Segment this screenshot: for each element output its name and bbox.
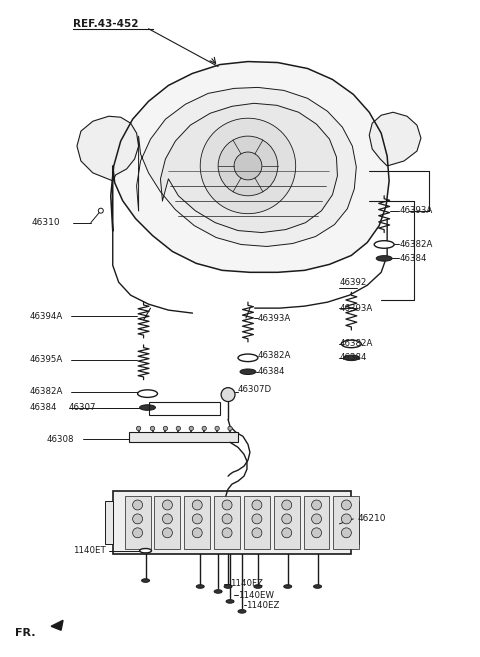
Ellipse shape: [214, 590, 222, 593]
Text: 1140FZ: 1140FZ: [230, 579, 263, 588]
Circle shape: [234, 152, 262, 180]
Text: 46394A: 46394A: [29, 311, 62, 321]
Ellipse shape: [138, 390, 157, 397]
Circle shape: [282, 500, 292, 510]
Polygon shape: [369, 112, 421, 166]
Circle shape: [341, 514, 351, 524]
Bar: [334, 496, 360, 549]
Circle shape: [192, 514, 202, 524]
Bar: [148, 401, 220, 415]
Text: 46382A: 46382A: [399, 240, 432, 249]
Bar: [129, 432, 238, 442]
Circle shape: [282, 514, 292, 524]
Bar: [125, 496, 151, 549]
Ellipse shape: [140, 549, 152, 553]
Circle shape: [163, 426, 168, 430]
Text: 46382A: 46382A: [258, 351, 291, 360]
Ellipse shape: [254, 585, 262, 588]
Text: 46310: 46310: [31, 218, 60, 227]
Bar: [214, 496, 240, 549]
Bar: [304, 496, 329, 549]
Ellipse shape: [341, 340, 361, 348]
Text: 1140ET: 1140ET: [73, 546, 106, 555]
Text: 46382A: 46382A: [29, 387, 62, 396]
Text: 46308: 46308: [46, 435, 73, 444]
Circle shape: [312, 528, 322, 538]
Ellipse shape: [238, 610, 246, 613]
Ellipse shape: [374, 240, 394, 248]
Circle shape: [132, 514, 143, 524]
Bar: [105, 501, 113, 544]
Circle shape: [312, 514, 322, 524]
Circle shape: [341, 500, 351, 510]
Ellipse shape: [238, 354, 258, 361]
Bar: [155, 496, 180, 549]
Ellipse shape: [376, 256, 392, 261]
Circle shape: [312, 500, 322, 510]
Circle shape: [162, 500, 172, 510]
Ellipse shape: [140, 405, 156, 411]
Circle shape: [162, 528, 172, 538]
Circle shape: [136, 426, 141, 430]
Ellipse shape: [226, 600, 234, 603]
Text: FR.: FR.: [15, 628, 36, 638]
Circle shape: [162, 514, 172, 524]
Text: 46393A: 46393A: [339, 304, 372, 313]
Circle shape: [202, 426, 206, 430]
Text: 1140EZ: 1140EZ: [246, 601, 279, 610]
Circle shape: [221, 388, 235, 401]
Text: 46393A: 46393A: [258, 313, 291, 323]
Circle shape: [228, 426, 232, 430]
Bar: [244, 496, 270, 549]
Ellipse shape: [343, 355, 360, 361]
Circle shape: [192, 500, 202, 510]
Circle shape: [150, 426, 155, 430]
Circle shape: [341, 528, 351, 538]
Ellipse shape: [284, 585, 292, 588]
Bar: [274, 496, 300, 549]
Circle shape: [252, 514, 262, 524]
Ellipse shape: [142, 579, 150, 582]
Circle shape: [192, 528, 202, 538]
Circle shape: [282, 528, 292, 538]
Text: 46384: 46384: [339, 353, 367, 362]
Ellipse shape: [196, 585, 204, 588]
Text: 46210: 46210: [357, 514, 386, 524]
Text: 46393A: 46393A: [399, 206, 432, 215]
Text: 46392: 46392: [339, 278, 367, 286]
Circle shape: [215, 426, 219, 430]
Polygon shape: [77, 116, 139, 181]
Polygon shape: [137, 87, 356, 246]
Polygon shape: [51, 620, 63, 630]
Text: 46382A: 46382A: [339, 340, 373, 348]
Text: REF.43-452: REF.43-452: [73, 19, 138, 29]
Circle shape: [176, 426, 180, 430]
Polygon shape: [160, 103, 337, 233]
Circle shape: [222, 514, 232, 524]
Text: 46384: 46384: [258, 367, 286, 376]
Text: 46307: 46307: [69, 403, 96, 412]
Bar: [184, 496, 210, 549]
Circle shape: [200, 118, 296, 214]
Text: 46384: 46384: [399, 254, 427, 263]
Text: 46384: 46384: [29, 403, 57, 412]
Circle shape: [132, 528, 143, 538]
Ellipse shape: [313, 585, 322, 588]
Bar: [351, 501, 360, 544]
Circle shape: [252, 528, 262, 538]
Circle shape: [222, 500, 232, 510]
Circle shape: [252, 500, 262, 510]
Text: 46395A: 46395A: [29, 355, 62, 365]
Circle shape: [222, 528, 232, 538]
Text: 46307D: 46307D: [238, 385, 272, 394]
Polygon shape: [111, 62, 389, 273]
Bar: [113, 491, 351, 554]
Circle shape: [132, 500, 143, 510]
Circle shape: [189, 426, 193, 430]
Ellipse shape: [224, 585, 232, 588]
Circle shape: [98, 208, 103, 213]
Text: 1140EW: 1140EW: [238, 591, 274, 600]
Circle shape: [218, 136, 278, 196]
Ellipse shape: [240, 369, 256, 374]
